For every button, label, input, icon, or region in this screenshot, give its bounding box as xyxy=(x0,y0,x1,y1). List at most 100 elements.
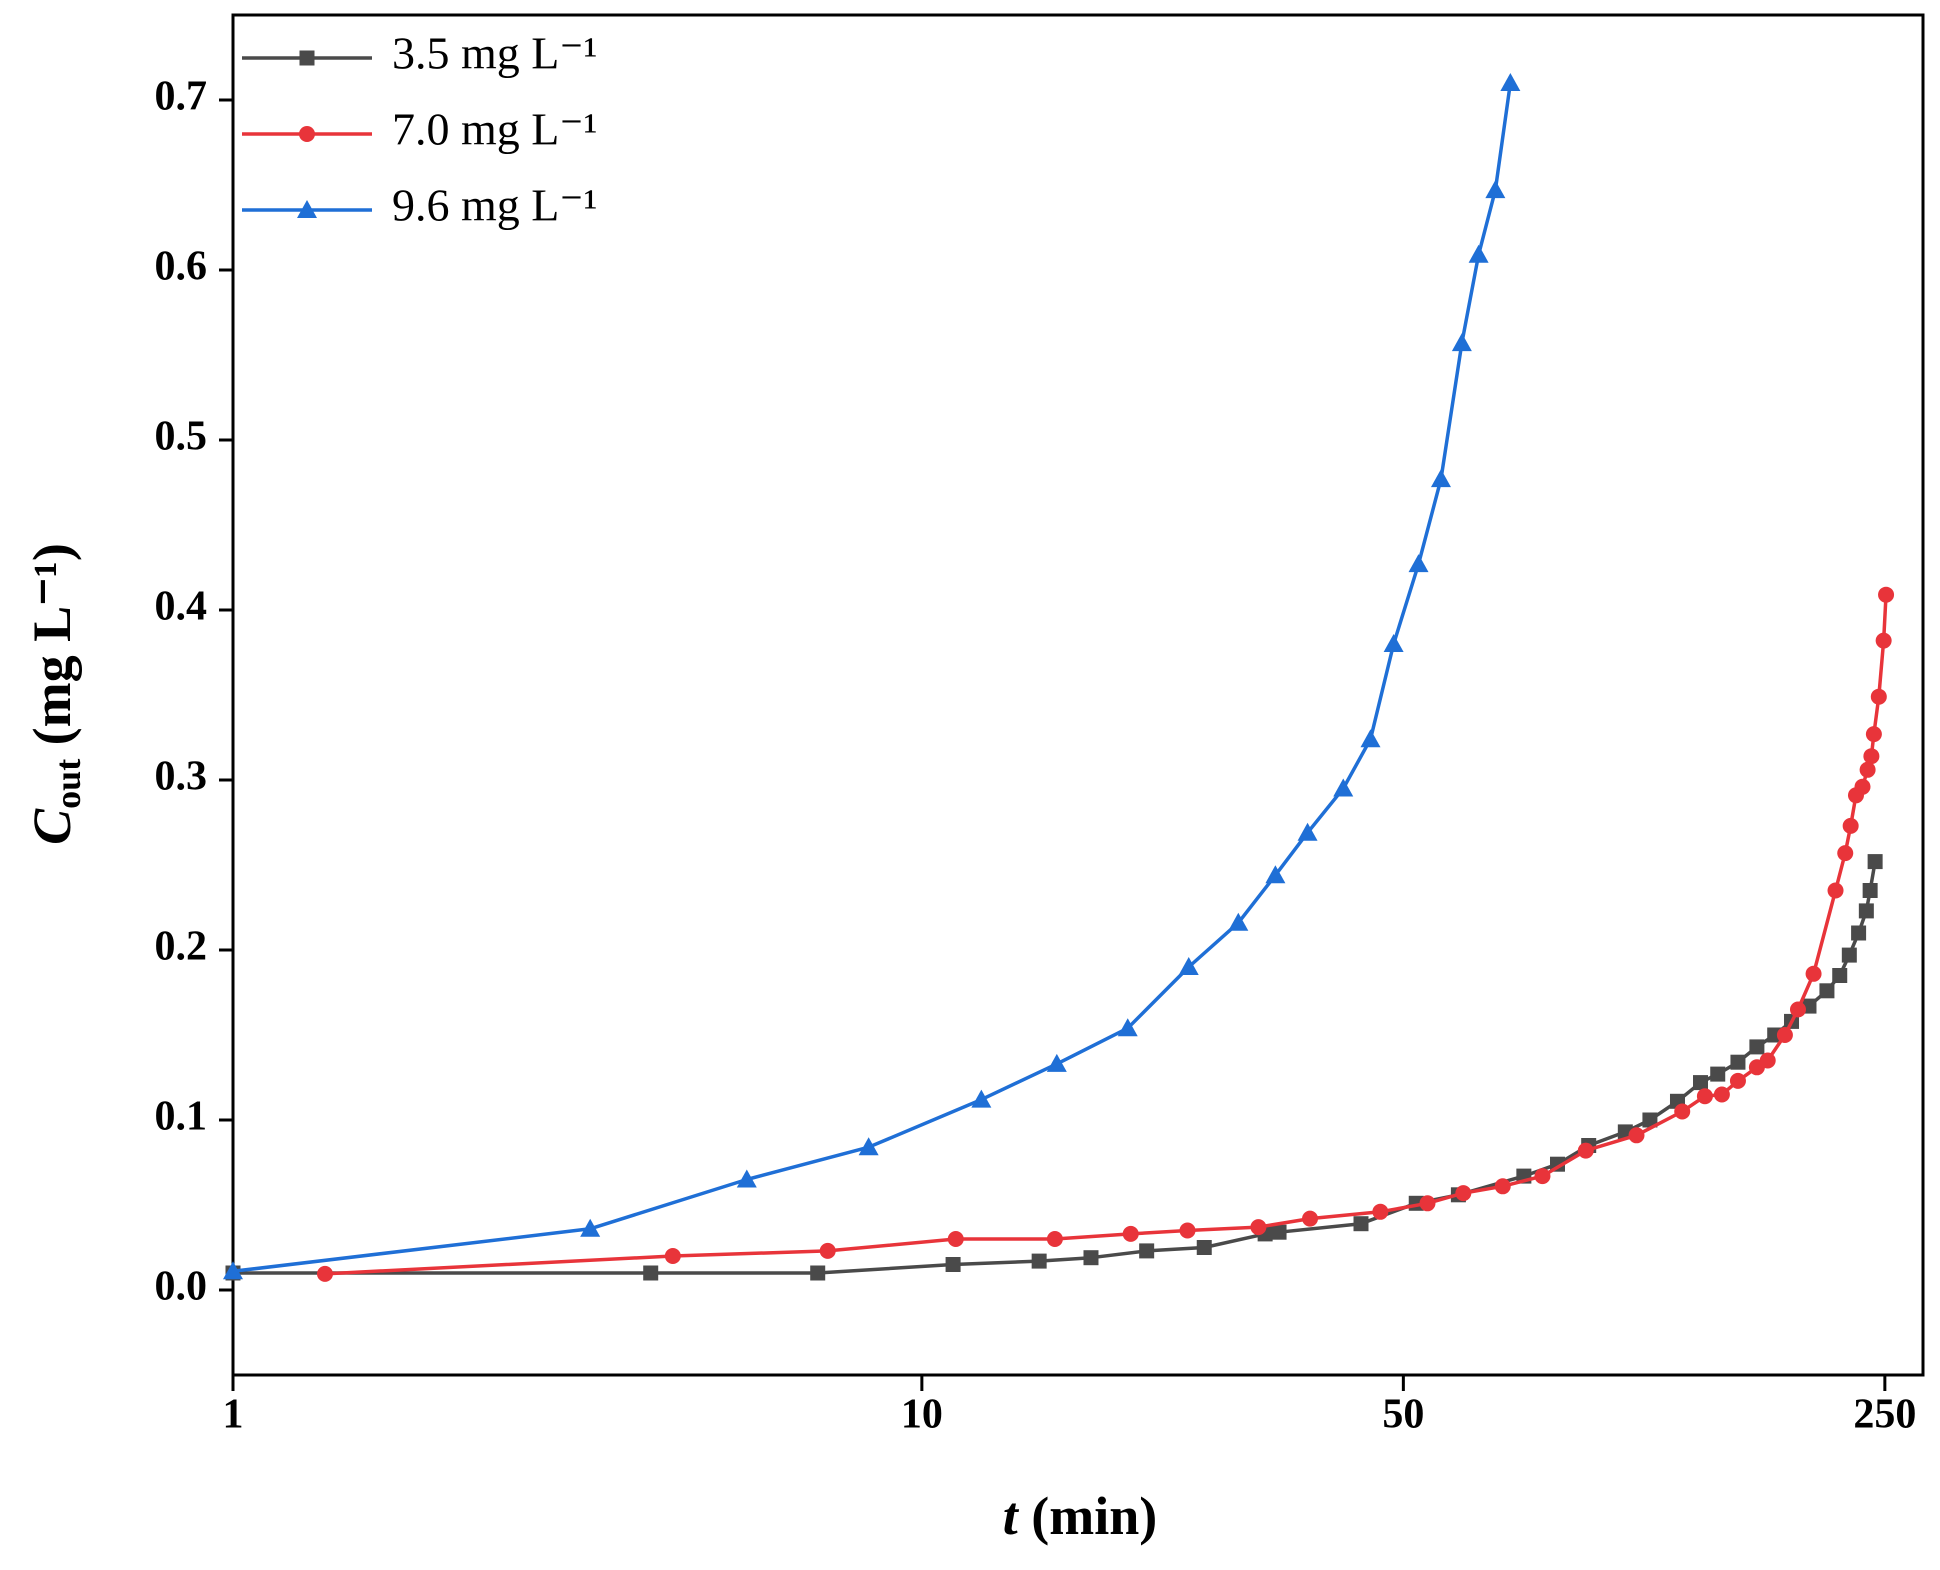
marker xyxy=(1408,554,1429,573)
marker xyxy=(1759,1052,1776,1069)
y-tick-label: 0.4 xyxy=(155,584,208,630)
marker xyxy=(299,50,315,66)
marker xyxy=(1776,1027,1793,1043)
marker xyxy=(1196,1240,1212,1255)
marker xyxy=(1642,1112,1658,1128)
marker xyxy=(1832,968,1848,983)
series-line xyxy=(232,82,1513,1274)
marker xyxy=(1749,1039,1765,1055)
marker xyxy=(810,1265,826,1281)
marker xyxy=(736,1169,757,1188)
y-tick-label: 0.5 xyxy=(155,414,208,460)
marker xyxy=(643,1265,659,1281)
marker xyxy=(1870,688,1887,705)
y-tick-label: 0.2 xyxy=(155,924,208,970)
marker xyxy=(1383,634,1404,652)
marker xyxy=(1455,1185,1472,1202)
marker xyxy=(223,1261,243,1280)
marker xyxy=(1139,1243,1155,1259)
marker xyxy=(1485,180,1506,199)
marker xyxy=(945,1257,961,1272)
marker xyxy=(1867,854,1883,870)
marker xyxy=(1841,947,1857,963)
legend-label: 9.6 mg L⁻¹ xyxy=(392,180,597,231)
marker xyxy=(1851,925,1867,941)
marker xyxy=(858,1137,879,1156)
marker xyxy=(1046,1231,1063,1247)
legend-entry: 9.6 mg L⁻¹ xyxy=(242,180,597,231)
marker xyxy=(1713,1086,1730,1103)
series-line xyxy=(324,594,1888,1276)
marker xyxy=(1179,1222,1196,1239)
marker xyxy=(1859,761,1876,778)
marker xyxy=(1360,729,1381,748)
marker xyxy=(1430,469,1451,488)
marker xyxy=(1178,957,1199,975)
marker xyxy=(1250,1219,1267,1236)
x-tick-label: 250 xyxy=(1853,1392,1916,1438)
marker xyxy=(1865,726,1882,743)
x-tick-label: 50 xyxy=(1382,1392,1424,1438)
y-tick-label: 0.0 xyxy=(155,1264,208,1310)
marker xyxy=(1854,778,1871,795)
x-axis-label: t (min) xyxy=(1003,1486,1158,1546)
marker xyxy=(1122,1225,1139,1242)
marker xyxy=(1117,1018,1138,1037)
marker xyxy=(1302,1210,1319,1227)
marker xyxy=(1875,632,1892,649)
y-tick-label: 0.1 xyxy=(155,1094,208,1140)
marker xyxy=(819,1242,836,1259)
x-tick-label: 1 xyxy=(223,1392,244,1438)
marker xyxy=(1730,1054,1746,1070)
y-tick-label: 0.6 xyxy=(155,244,208,290)
marker xyxy=(1297,822,1318,841)
y-label-unit: (mg L⁻¹) xyxy=(22,543,82,759)
legend-entry: 7.0 mg L⁻¹ xyxy=(242,104,597,155)
y-label-symbol: C xyxy=(22,808,82,845)
marker xyxy=(1729,1072,1746,1089)
marker xyxy=(1419,1195,1436,1212)
marker xyxy=(1577,1142,1594,1159)
y-tick-label: 0.7 xyxy=(155,74,208,120)
legend-label: 7.0 mg L⁻¹ xyxy=(392,104,597,155)
marker xyxy=(316,1265,333,1282)
marker xyxy=(1494,1178,1511,1195)
marker xyxy=(664,1248,681,1264)
marker xyxy=(1789,1001,1806,1018)
marker xyxy=(1693,1075,1709,1091)
marker xyxy=(947,1231,964,1247)
x-tick-label: 10 xyxy=(901,1392,943,1438)
marker xyxy=(1710,1066,1726,1082)
marker xyxy=(1805,965,1822,982)
marker xyxy=(1468,244,1489,263)
marker xyxy=(1862,883,1878,898)
marker xyxy=(1451,333,1472,352)
marker xyxy=(1333,778,1354,797)
plot-frame xyxy=(231,13,1925,1377)
marker xyxy=(1534,1168,1551,1185)
legend-label: 3.5 mg L⁻¹ xyxy=(392,28,597,79)
y-label-subscript: out xyxy=(48,759,88,809)
marker xyxy=(1265,865,1286,884)
marker xyxy=(971,1089,992,1108)
legend-entry: 3.5 mg L⁻¹ xyxy=(242,28,597,79)
marker xyxy=(1863,748,1880,765)
marker xyxy=(580,1218,601,1237)
y-axis-label: Cout (mg L⁻¹) xyxy=(22,543,88,845)
marker xyxy=(1271,1224,1287,1240)
marker xyxy=(1083,1250,1099,1266)
marker xyxy=(1228,912,1249,931)
marker xyxy=(1878,586,1895,603)
marker xyxy=(1696,1088,1713,1105)
marker xyxy=(1837,845,1854,862)
x-label-symbol: t xyxy=(1003,1486,1020,1546)
marker xyxy=(1858,903,1874,919)
marker xyxy=(1372,1203,1389,1220)
marker xyxy=(1842,817,1859,834)
marker xyxy=(1827,882,1844,899)
marker xyxy=(1819,983,1835,999)
marker xyxy=(297,200,317,218)
marker xyxy=(1353,1216,1369,1232)
y-tick-label: 0.3 xyxy=(155,754,208,800)
